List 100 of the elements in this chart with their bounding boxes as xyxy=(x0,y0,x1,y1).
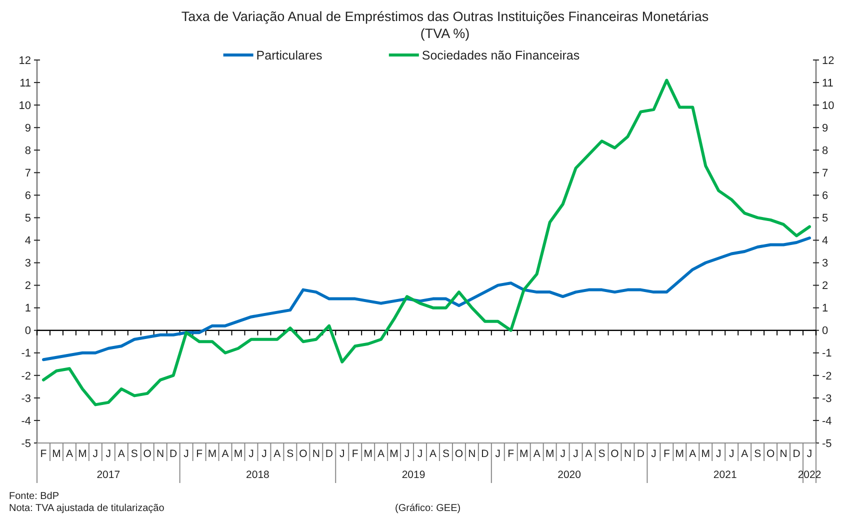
x-tick-label: J xyxy=(417,448,423,460)
x-tick-label: A xyxy=(585,448,592,460)
y2-tick-label: 2 xyxy=(822,280,828,292)
text: 2021 xyxy=(713,469,737,481)
x-tick-label: M xyxy=(52,448,61,460)
x-tick-label: O xyxy=(299,448,308,460)
y-tick-label: 4 xyxy=(24,235,31,248)
legend-label: Sociedades não Financeiras xyxy=(422,48,580,62)
x-tick-label: M xyxy=(701,448,710,460)
x-tick-label: F xyxy=(508,448,514,460)
x-tick-label: F xyxy=(196,448,203,460)
y-tick-label: 7 xyxy=(24,167,31,180)
x-tick-label: J xyxy=(106,448,112,460)
x-tick-label: J xyxy=(716,448,722,460)
source-note: Fonte: BdP xyxy=(9,491,60,502)
y-tick-label: 11 xyxy=(20,77,31,90)
y2-tick-label: 0 xyxy=(822,325,828,338)
x-tick-label: A xyxy=(222,448,229,460)
x-tick-label: A xyxy=(66,448,73,460)
x-tick-label: D xyxy=(170,448,178,460)
x-tick-label: O xyxy=(454,448,464,460)
x-tick-label: N xyxy=(780,448,788,460)
x-tick-label: J xyxy=(806,448,812,460)
y-tick-label: -4 xyxy=(21,415,31,428)
x-tick-label: F xyxy=(40,448,47,460)
x-tick-label: J xyxy=(728,448,734,460)
chart-subtitle: (TVA %) xyxy=(420,26,470,41)
x-tick-label: O xyxy=(610,448,619,460)
x-tick-label: M xyxy=(520,448,528,460)
y2-tick-label: -3 xyxy=(822,392,832,405)
x-tick-label: A xyxy=(533,448,540,460)
x-tick-label: A xyxy=(689,448,696,460)
y2-tick-label: 5 xyxy=(822,212,828,225)
x-tick-label: S xyxy=(754,448,762,460)
y2-tick-label: 4 xyxy=(822,235,828,248)
x-tick-label: S xyxy=(130,448,138,460)
x-tick-label: N xyxy=(312,448,320,460)
x-tick-label: O xyxy=(143,448,152,460)
y2-tick-label: 9 xyxy=(822,122,828,134)
x-tick-label: M xyxy=(390,448,398,460)
text: 2020 xyxy=(558,469,582,481)
x-tick-label: M xyxy=(208,448,217,460)
y2-tick-label: -4 xyxy=(822,415,832,428)
x-tick-label: J xyxy=(92,448,98,460)
x-tick-label: J xyxy=(184,448,189,460)
x-tick-label: S xyxy=(286,448,294,460)
x-tick-label: J xyxy=(573,448,578,460)
x-tick-label: D xyxy=(481,448,490,460)
y-tick-label: 2 xyxy=(24,280,31,292)
y2-tick-label: 10 xyxy=(822,100,834,112)
y-tick-label: 3 xyxy=(24,258,31,270)
line-series xyxy=(42,236,812,362)
y2-tick-label: 8 xyxy=(822,144,828,157)
text: 2019 xyxy=(402,469,426,481)
x-tick-label: A xyxy=(118,448,125,460)
x-tick-label: J xyxy=(248,448,254,460)
x-tick-label: A xyxy=(378,448,385,460)
x-tick-label: N xyxy=(156,448,164,460)
x-tick-label: A xyxy=(429,448,436,460)
x-tick-label: M xyxy=(675,448,684,460)
y-tick-label: 5 xyxy=(24,212,31,225)
x-tick-label: M xyxy=(545,448,554,460)
y-tick-label: -1 xyxy=(21,348,31,360)
y-tick-label: -3 xyxy=(21,392,31,405)
x-tick-label: J xyxy=(560,448,566,460)
x-tick-label: J xyxy=(339,448,345,460)
y-tick-label: -2 xyxy=(21,370,31,382)
x-tick-label: N xyxy=(624,448,632,460)
x-tick-label: D xyxy=(636,448,645,460)
y-tick-label: 6 xyxy=(24,190,31,202)
y2-tick-label: 1 xyxy=(822,302,828,315)
y-tick-label: 10 xyxy=(18,100,31,112)
y-tick-label: 0 xyxy=(24,325,31,338)
y-tick-label: 9 xyxy=(24,122,31,134)
y-tick-label: 8 xyxy=(24,144,31,157)
y2-tick-label: -2 xyxy=(822,370,832,382)
y-tick-label: 1 xyxy=(24,302,31,315)
legend-label: Particulares xyxy=(256,48,322,62)
y2-tick-label: -1 xyxy=(822,348,832,360)
y2-tick-label: 3 xyxy=(822,258,828,270)
x-tick-label: F xyxy=(663,448,670,460)
x-tick-label: A xyxy=(741,448,748,460)
y2-tick-label: -5 xyxy=(822,438,832,450)
x-tick-label: J xyxy=(262,448,267,460)
chart-title: Taxa de Variação Anual de Empréstimos das Outras Instituições Financeiras Monetárias xyxy=(181,9,709,24)
text: 2022 xyxy=(798,469,822,481)
text: 2018 xyxy=(246,469,270,481)
y-tick-label: 12 xyxy=(18,54,31,67)
text: 2017 xyxy=(96,469,120,481)
x-tick-label: N xyxy=(468,448,476,460)
y-tick-label: -5 xyxy=(21,438,31,450)
x-tick-label: M xyxy=(364,448,372,460)
text: Nota: TVA ajustada de titularização xyxy=(9,503,165,514)
x-tick-label: S xyxy=(598,448,606,460)
x-tick-label: J xyxy=(495,448,501,460)
x-tick-label: O xyxy=(766,448,775,460)
y2-tick-label: 11 xyxy=(822,77,834,90)
x-tick-label: J xyxy=(404,448,410,460)
y2-tick-label: 12 xyxy=(822,54,834,67)
x-tick-label: M xyxy=(234,448,243,460)
